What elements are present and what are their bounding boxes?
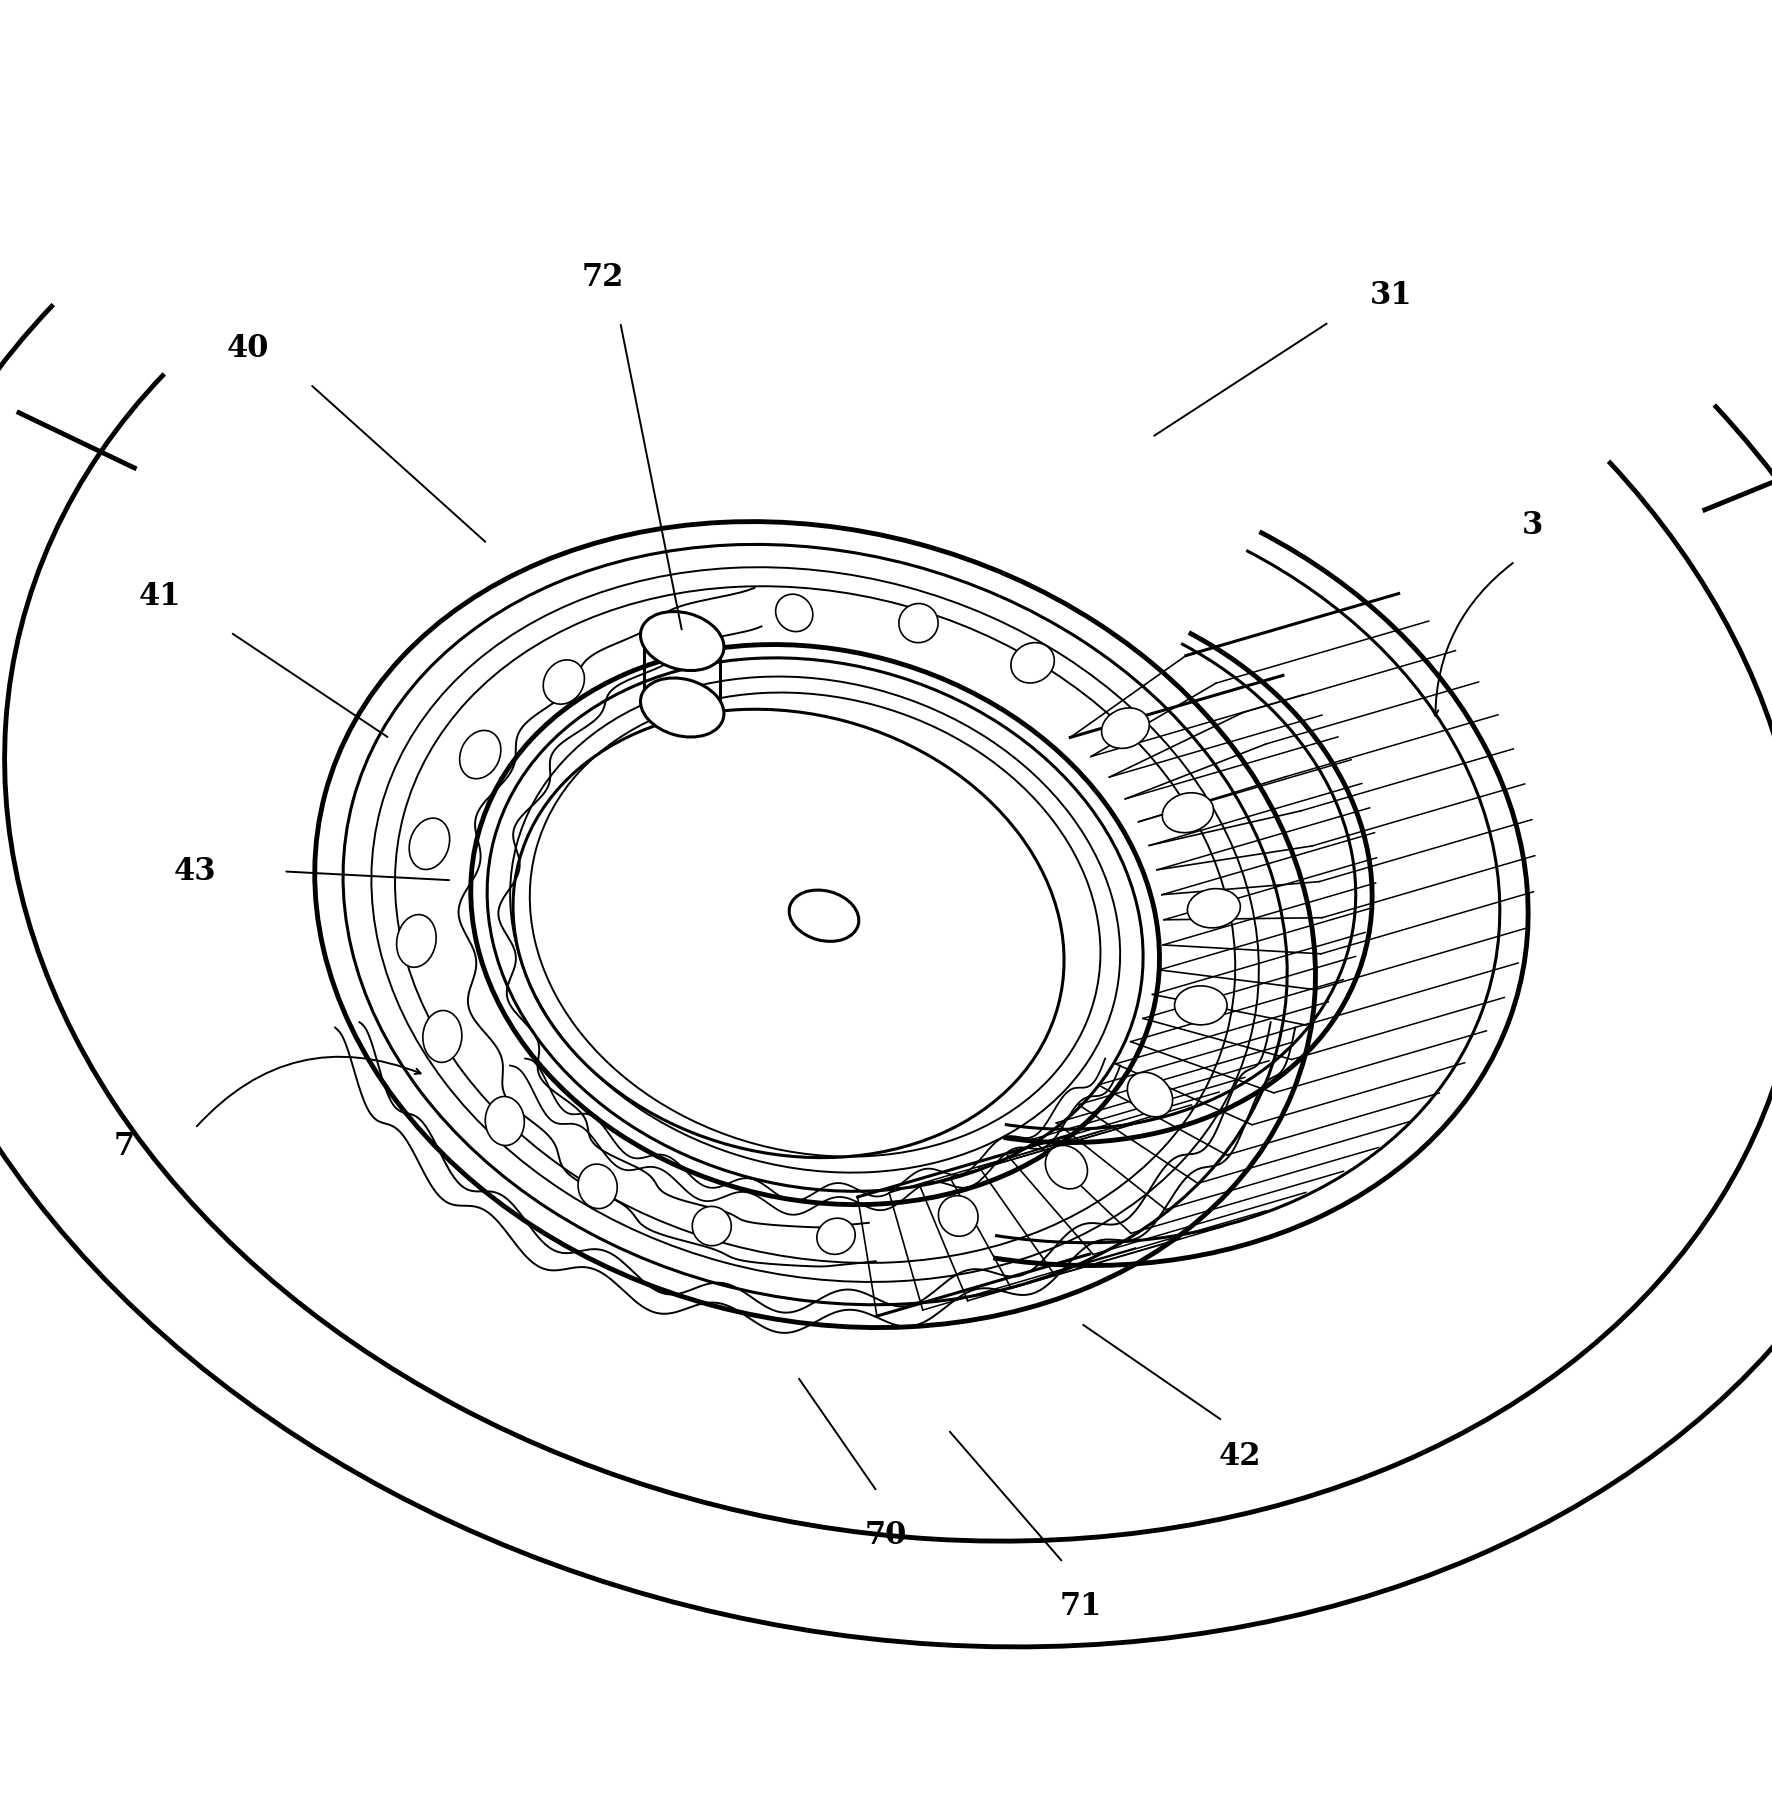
Ellipse shape	[424, 1011, 462, 1063]
Ellipse shape	[544, 659, 585, 704]
Text: 3: 3	[1522, 510, 1543, 541]
Ellipse shape	[459, 731, 501, 779]
Ellipse shape	[898, 603, 937, 643]
Ellipse shape	[1127, 1072, 1173, 1117]
Ellipse shape	[1045, 1146, 1088, 1189]
Ellipse shape	[486, 1097, 525, 1146]
Ellipse shape	[640, 679, 725, 736]
Ellipse shape	[939, 1196, 978, 1236]
Text: 31: 31	[1370, 280, 1412, 311]
Ellipse shape	[397, 914, 436, 968]
Ellipse shape	[1175, 986, 1226, 1026]
Ellipse shape	[578, 1164, 617, 1209]
Ellipse shape	[817, 1218, 856, 1254]
Ellipse shape	[1162, 792, 1214, 833]
Ellipse shape	[652, 612, 693, 654]
Text: 7: 7	[113, 1130, 135, 1162]
Text: 70: 70	[865, 1521, 907, 1552]
Text: 40: 40	[227, 334, 269, 365]
Text: 72: 72	[581, 262, 624, 293]
Ellipse shape	[1187, 889, 1240, 929]
Ellipse shape	[1010, 643, 1054, 682]
Text: 41: 41	[138, 582, 181, 612]
Ellipse shape	[776, 594, 813, 632]
Ellipse shape	[789, 891, 859, 941]
Ellipse shape	[640, 612, 725, 670]
Ellipse shape	[693, 1207, 732, 1246]
Text: 42: 42	[1219, 1440, 1262, 1471]
Text: 43: 43	[174, 857, 216, 887]
Ellipse shape	[409, 819, 450, 869]
Text: 71: 71	[1060, 1591, 1102, 1622]
Ellipse shape	[1102, 708, 1150, 749]
